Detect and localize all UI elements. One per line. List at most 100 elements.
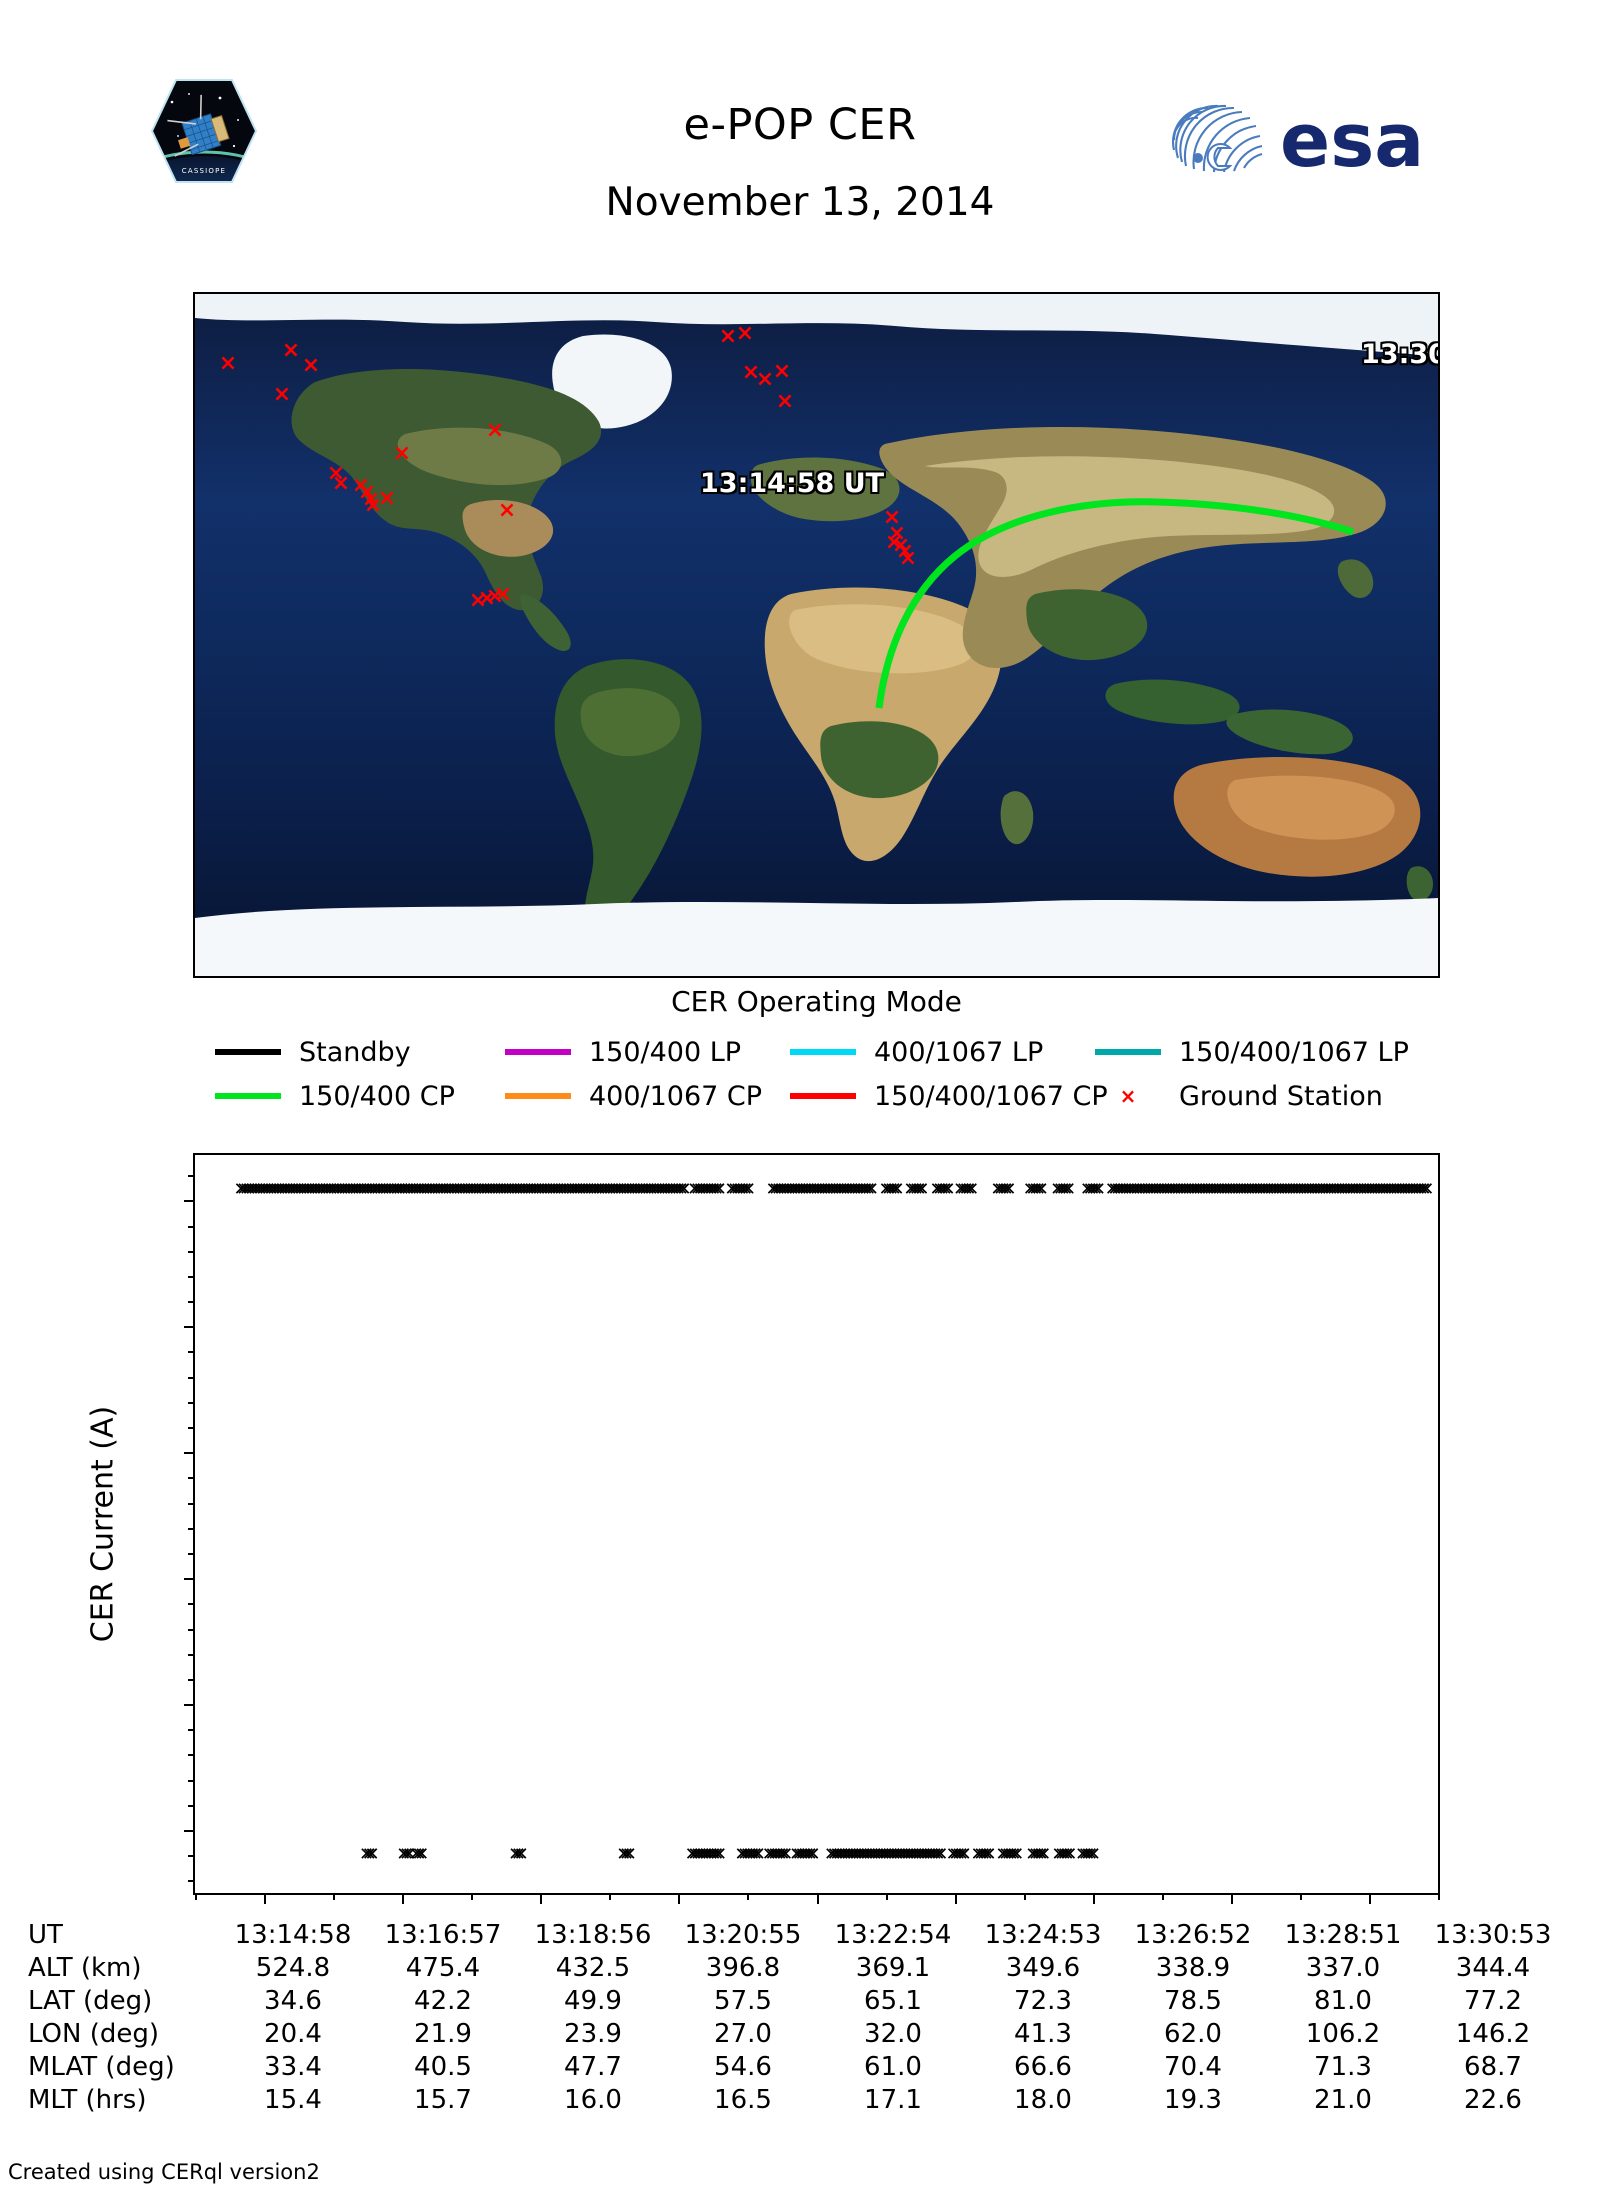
- data-point-marker: ✕: [775, 1844, 791, 1866]
- data-point-marker: ✕: [779, 1179, 795, 1201]
- data-point-marker: ✕: [1203, 1179, 1219, 1201]
- data-point-marker: ✕: [940, 1179, 956, 1201]
- data-point-marker: ✕: [937, 1179, 953, 1201]
- data-point-marker: ✕: [861, 1179, 877, 1201]
- data-point-marker: ✕: [413, 1179, 430, 1201]
- data-point-marker: ✕: [517, 1179, 533, 1201]
- data-point-marker: ✕: [296, 1179, 312, 1201]
- data-point-marker: ✕: [1054, 1844, 1070, 1866]
- data-point-marker: ✕: [1372, 1179, 1388, 1201]
- data-point-marker: ✕: [1077, 1844, 1093, 1866]
- data-point-marker: ✕: [315, 1179, 331, 1201]
- data-point-marker: ✕: [1249, 1179, 1265, 1201]
- table-cell: 13:20:55: [684, 1919, 802, 1950]
- data-point-marker: ✕: [737, 1844, 753, 1866]
- table-cell: 27.0: [714, 2018, 772, 2049]
- data-point-marker: ✕: [433, 1179, 449, 1201]
- data-point-marker: ✕: [337, 1179, 353, 1201]
- data-point-marker: ✕: [768, 1179, 784, 1201]
- data-point-marker: ✕: [998, 1844, 1014, 1866]
- data-point-marker: ✕: [1080, 1844, 1096, 1866]
- y-tick-minor: [188, 1175, 195, 1178]
- data-point-marker: ✕: [624, 1179, 640, 1201]
- table-cell: 475.4: [405, 1952, 481, 1983]
- data-point-marker: ✕: [1036, 1844, 1052, 1866]
- data-point-marker: ✕: [953, 1179, 969, 1201]
- table-row-label: LON (deg): [28, 2018, 160, 2049]
- data-point-marker: ✕: [884, 1844, 900, 1866]
- data-point-marker: ✕: [844, 1179, 860, 1201]
- data-point-marker: ✕: [953, 1844, 969, 1866]
- data-point-marker: ✕: [852, 1179, 869, 1201]
- data-point-marker: ✕: [951, 1844, 967, 1866]
- data-point-marker: ✕: [1288, 1179, 1304, 1201]
- data-point-marker: ✕: [400, 1179, 416, 1201]
- ground-station-marker-icon: ×: [301, 353, 321, 378]
- data-point-marker: ✕: [1367, 1179, 1383, 1201]
- data-point-marker: ✕: [776, 1179, 792, 1201]
- data-point-marker: ✕: [863, 1179, 879, 1201]
- ground-station-marker-icon: ×: [351, 473, 371, 498]
- data-point-marker: ✕: [372, 1179, 388, 1201]
- data-point-marker: ✕: [312, 1179, 328, 1201]
- data-point-marker: ✕: [1389, 1179, 1405, 1201]
- data-point-marker: ✕: [1383, 1179, 1399, 1201]
- data-point-marker: ✕: [255, 1179, 271, 1201]
- data-point-marker: ✕: [1238, 1179, 1254, 1201]
- ground-station-marker-icon: ×: [772, 358, 792, 384]
- data-point-marker: ✕: [583, 1179, 599, 1201]
- data-point-marker: ✕: [364, 1179, 380, 1201]
- data-point-marker: ✕: [247, 1179, 263, 1201]
- table-cell: 13:14:58: [234, 1919, 352, 1950]
- data-point-marker: ✕: [236, 1179, 252, 1201]
- data-point-marker: ✕: [348, 1179, 364, 1201]
- table-cell: 49.9: [564, 1985, 622, 2016]
- data-point-marker: ✕: [513, 1844, 529, 1866]
- data-point-marker: ✕: [616, 1179, 632, 1201]
- data-point-marker: ✕: [981, 1844, 997, 1866]
- data-point-marker: ✕: [727, 1179, 743, 1201]
- data-point-marker: ✕: [958, 1179, 974, 1201]
- data-point-marker: ✕: [594, 1179, 610, 1201]
- data-point-marker: ✕: [1132, 1179, 1148, 1201]
- data-point-marker: ✕: [536, 1179, 553, 1201]
- ground-station-marker-icon: ×: [887, 521, 907, 546]
- data-point-marker: ✕: [424, 1179, 440, 1201]
- data-point-marker: ✕: [427, 1179, 443, 1201]
- data-point-marker: ✕: [621, 1179, 637, 1201]
- data-point-marker: ✕: [389, 1179, 405, 1201]
- data-point-marker: ✕: [900, 1844, 916, 1866]
- data-point-marker: ✕: [687, 1844, 703, 1866]
- ground-station-marker-icon: ×: [218, 351, 238, 376]
- data-point-marker: ✕: [1230, 1179, 1246, 1201]
- data-point-marker: ✕: [1301, 1179, 1317, 1201]
- data-point-marker: ✕: [800, 1179, 817, 1201]
- data-point-marker: ✕: [430, 1179, 446, 1201]
- data-point-marker: ✕: [873, 1844, 889, 1866]
- table-cell: 23.9: [564, 2018, 622, 2049]
- table-cell: 13:30:53: [1434, 1919, 1552, 1950]
- ground-station-marker-icon: ×: [755, 367, 775, 392]
- data-point-marker: ✕: [654, 1179, 670, 1201]
- data-point-marker: ✕: [729, 1179, 745, 1201]
- data-point-marker: ✕: [1050, 1179, 1066, 1201]
- data-point-marker: ✕: [1090, 1179, 1106, 1201]
- table-cell: 41.3: [1014, 2018, 1072, 2049]
- data-point-marker: ✕: [586, 1179, 602, 1201]
- table-cell: 369.1: [855, 1952, 931, 1983]
- data-point-marker: ✕: [1025, 1844, 1041, 1866]
- legend-item-150-400-1067-lp: 150/400/1067 LP: [1095, 1037, 1409, 1068]
- data-point-marker: ✕: [1027, 1844, 1044, 1866]
- data-point-marker: ✕: [1219, 1179, 1235, 1201]
- data-point-marker: ✕: [961, 1179, 977, 1201]
- data-point-marker: ✕: [1167, 1179, 1183, 1201]
- y-tick-major: [184, 1452, 195, 1455]
- data-point-marker: ✕: [906, 1179, 922, 1201]
- ground-station-marker-icon: ×: [497, 498, 517, 523]
- data-point-marker: ✕: [698, 1844, 714, 1866]
- data-point-marker: ✕: [701, 1844, 717, 1866]
- data-point-marker: ✕: [995, 1179, 1011, 1201]
- data-point-marker: ✕: [734, 1844, 750, 1866]
- data-point-marker: ✕: [1030, 1179, 1047, 1201]
- x-tick-minor: [471, 1893, 474, 1900]
